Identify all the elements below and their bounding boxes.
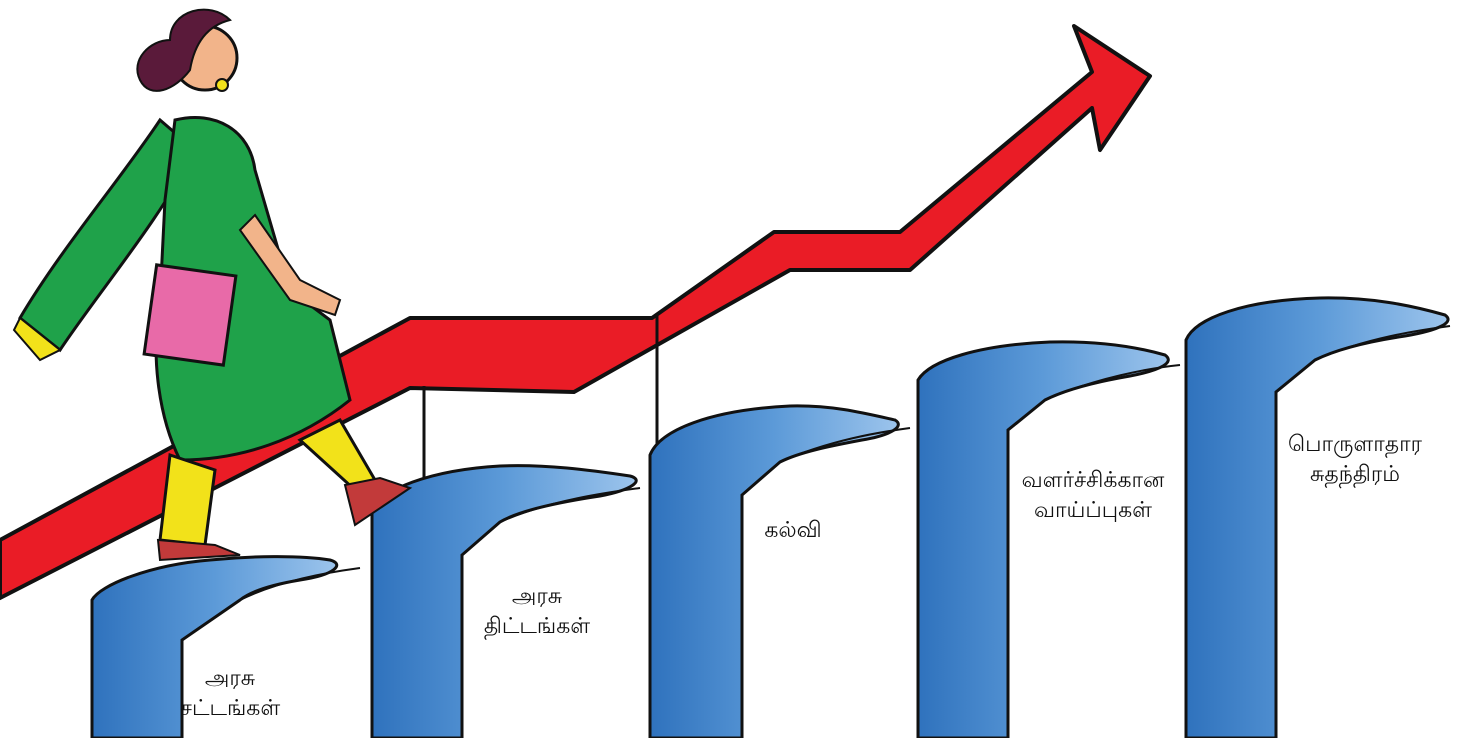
arrow-body [0, 24, 1152, 600]
growth-arrow [0, 24, 1152, 600]
step-label-1: அரசு சட்டங்கள் [170, 664, 290, 723]
step-label-3: கல்வி [748, 516, 838, 546]
folder [142, 263, 238, 367]
step-label-4-line-2: வாய்ப்புகள் [1033, 497, 1153, 523]
shoe-right [343, 476, 413, 527]
step-label-3-line-1: கல்வி [764, 518, 822, 543]
hand-step-5 [1184, 296, 1451, 738]
hand-step-2 [370, 464, 641, 738]
step-label-5-line-1: பொருளாதார [1288, 432, 1422, 457]
shoe-left [156, 538, 241, 562]
step-label-5-line-2: சுதந்திரம் [1310, 461, 1400, 487]
earring [215, 78, 229, 92]
hand-step-4 [916, 340, 1181, 738]
hair [136, 8, 232, 92]
step-label-1-line-1: அரசு [204, 666, 256, 691]
pants [158, 452, 217, 547]
step-label-5: பொருளாதார சுதந்திரம் [1280, 430, 1430, 489]
step-label-2-line-2: திட்டங்கள் [483, 613, 591, 639]
step-label-1-line-2: சட்டங்கள் [179, 695, 281, 721]
step-label-2: அரசு திட்டங்கள் [462, 582, 612, 641]
woman-figure [12, 8, 413, 562]
hand-step-1 [90, 555, 361, 738]
hand-step-3 [648, 404, 911, 738]
step-label-2-line-1: அரசு [511, 584, 563, 609]
dress [154, 115, 352, 462]
step-label-4: வளர்ச்சிக்கான வாய்ப்புகள் [1008, 466, 1178, 525]
arm [238, 213, 342, 317]
step-label-4-line-1: வளர்ச்சிக்கான [1021, 468, 1165, 493]
